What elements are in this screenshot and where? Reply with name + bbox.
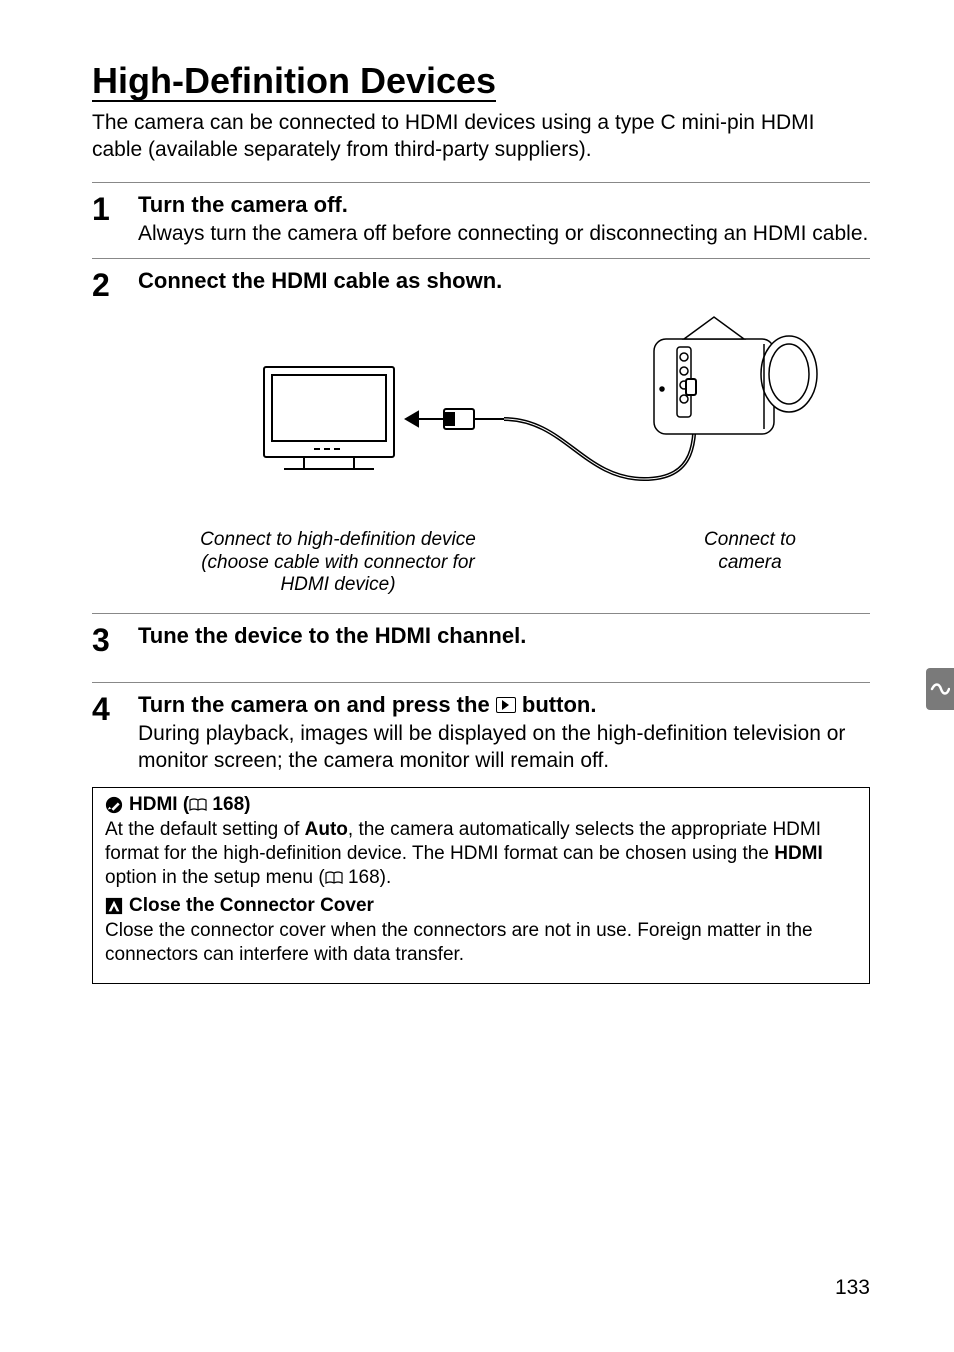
diagram-caption-right: Connect to camera [680,529,820,597]
step-4: 4 Turn the camera on and press the butto… [92,683,870,781]
page-number: 133 [835,1276,870,1300]
connection-section-icon [930,681,950,697]
note-title-ref: 168) [207,794,250,815]
step-heading: Connect the HDMI cable as shown. [138,267,870,295]
step-heading: Turn the camera on and press the button. [138,691,870,719]
note-body-cover: Close the connector cover when the conne… [105,919,857,967]
step-number: 4 [92,691,138,725]
caution-icon [105,897,123,915]
step-number: 2 [92,267,138,301]
step-text: During playback, images will be displaye… [138,721,870,775]
page-ref-icon [325,871,343,885]
connection-diagram [138,309,870,529]
step-number: 1 [92,191,138,225]
step-number: 3 [92,622,138,656]
t: 168). [343,867,392,888]
t: option in the setup menu ( [105,867,325,888]
intro-text: The camera can be connected to HDMI devi… [92,110,870,164]
note-heading-cover: Close the Connector Cover [105,895,857,917]
diagram-caption-left: Connect to high-definition device (choos… [198,529,478,597]
t: HDMI [774,843,823,864]
note-title-cover: Close the Connector Cover [129,895,374,917]
note-body-hdmi: At the default setting of Auto, the came… [105,818,857,889]
note-box: HDMI ( 168) At the default setting of Au… [92,787,870,984]
note-heading-hdmi: HDMI ( 168) [105,794,857,816]
t: Auto [305,819,348,840]
step-heading-suffix: button. [516,692,597,717]
step-3: 3 Tune the device to the HDMI channel. [92,614,870,683]
step-heading: Turn the camera off. [138,191,870,219]
step-heading-prefix: Turn the camera on and press the [138,692,496,717]
note-icon [105,796,123,814]
playback-icon [496,697,516,713]
step-text: Always turn the camera off before connec… [138,221,870,248]
page-ref-icon [189,798,207,812]
step-2: 2 Connect the HDMI cable as shown. [92,259,870,615]
step-heading: Tune the device to the HDMI channel. [138,622,870,650]
page-title: High-Definition Devices [92,62,496,102]
section-thumb-tab [926,668,954,710]
steps-list: 1 Turn the camera off. Always turn the c… [92,182,870,781]
note-title-prefix: HDMI ( [129,794,189,815]
t: At the default setting of [105,819,305,840]
step-1: 1 Turn the camera off. Always turn the c… [92,183,870,259]
